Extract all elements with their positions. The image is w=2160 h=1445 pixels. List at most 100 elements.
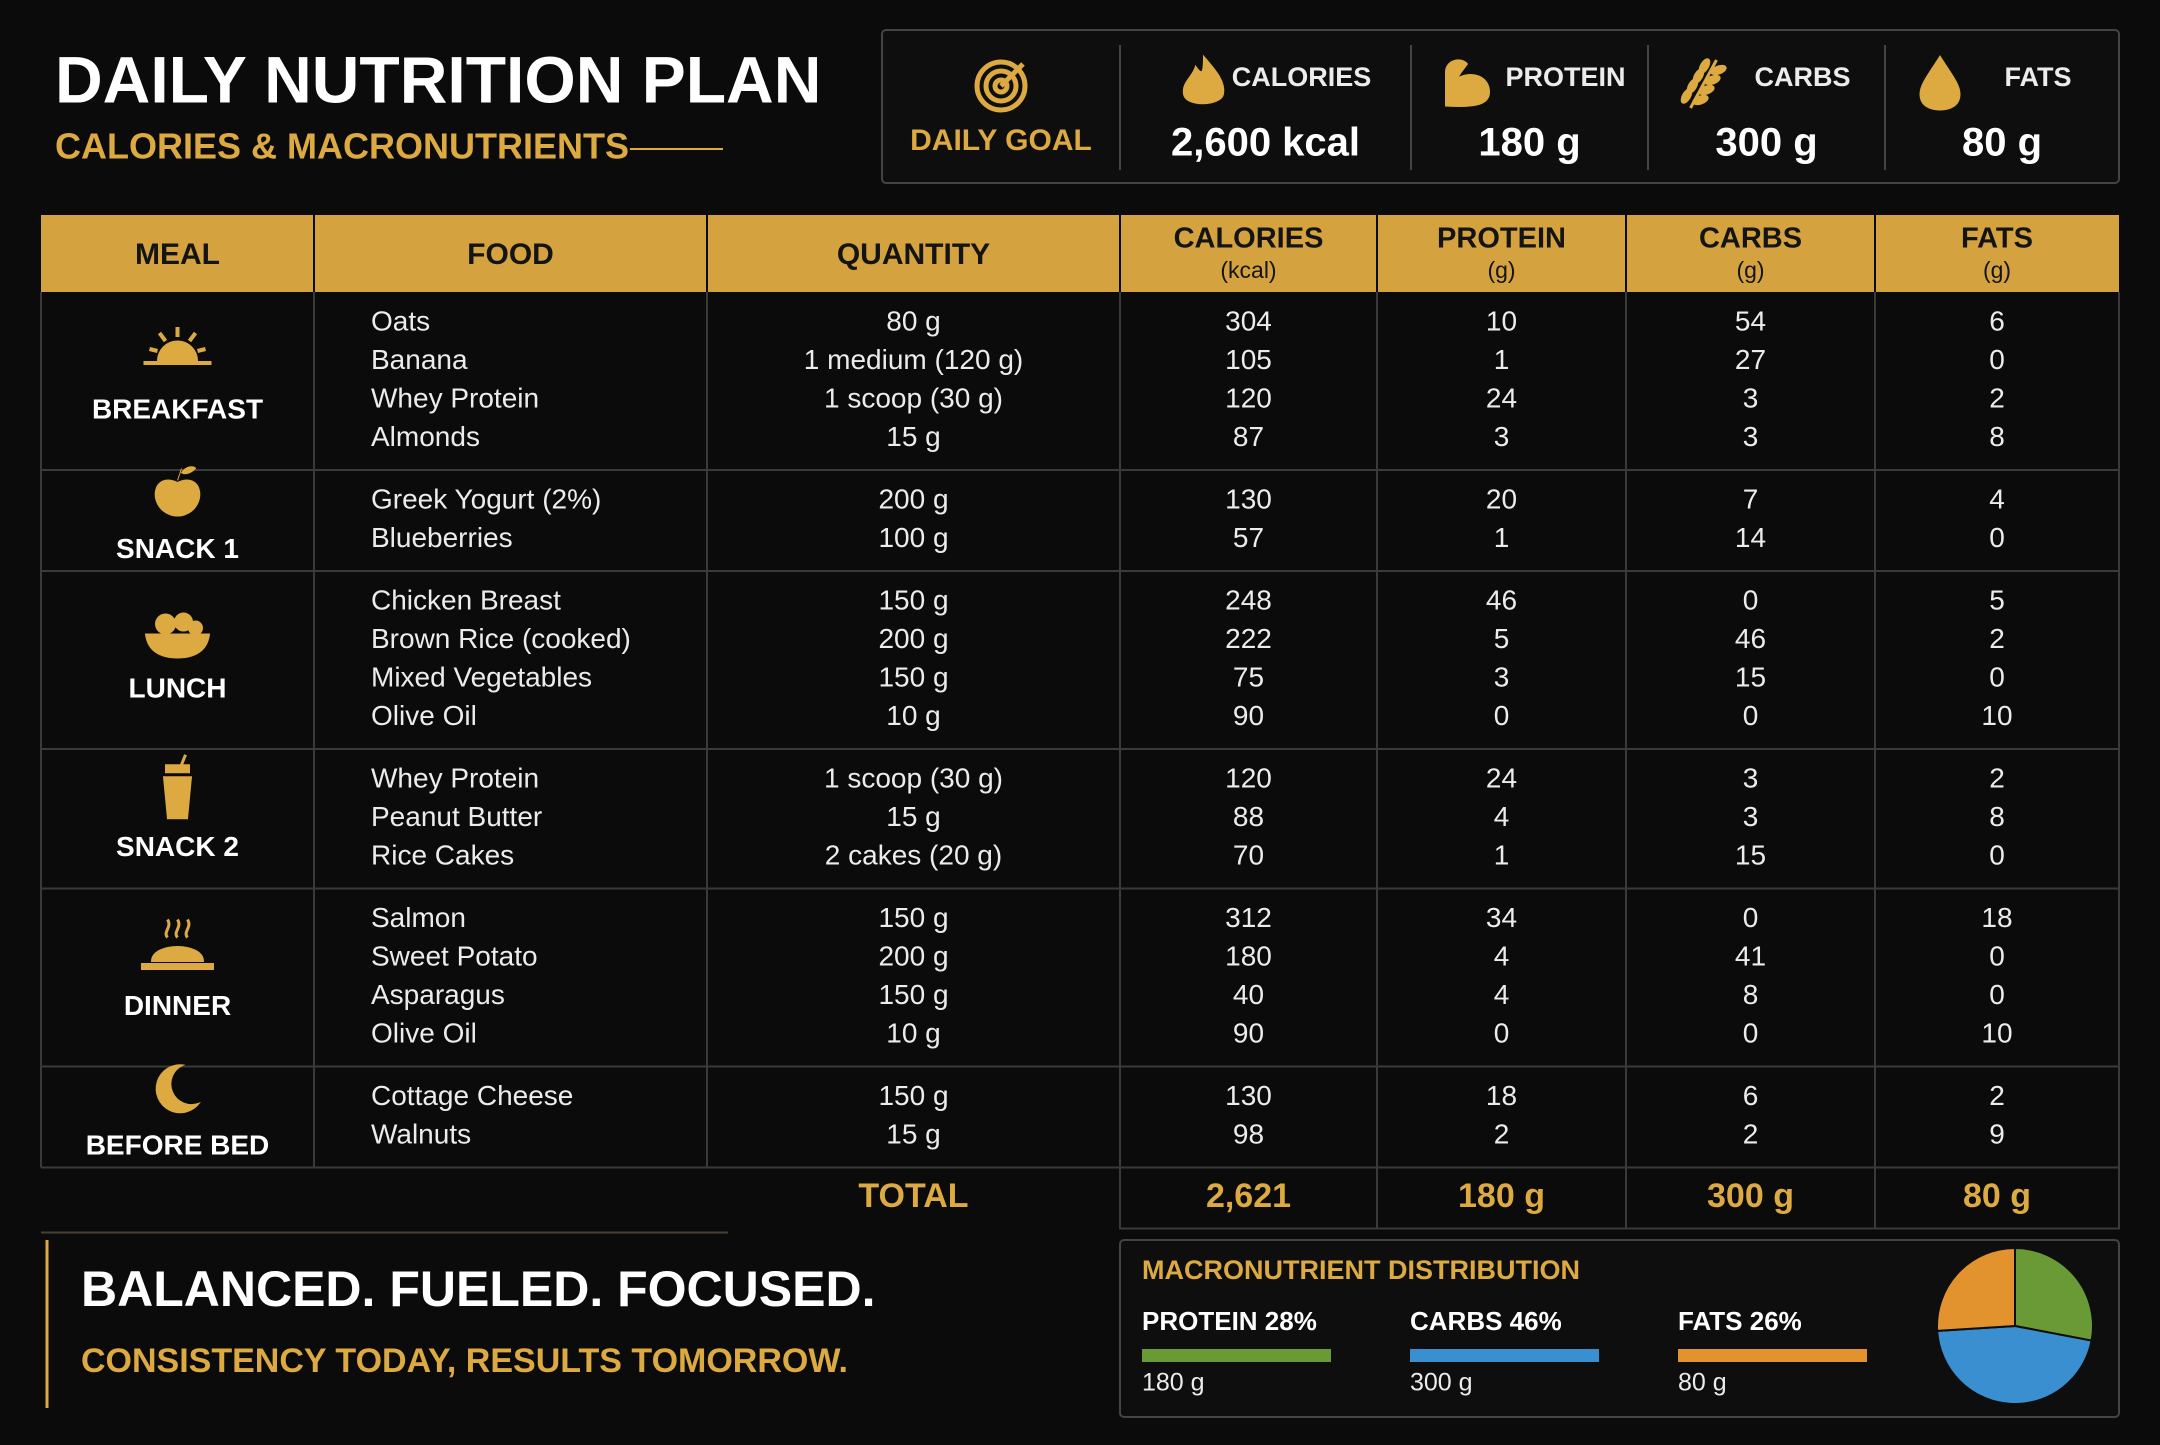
- quantity: 10 g: [886, 700, 941, 731]
- nutrient-value: 0: [1494, 700, 1510, 731]
- column-unit: (g): [1983, 257, 2011, 283]
- column-unit: (g): [1487, 257, 1515, 283]
- nutrient-value: 1: [1494, 344, 1510, 375]
- food-name: Banana: [371, 344, 468, 375]
- meal-name: SNACK 1: [116, 533, 239, 564]
- goal-item-value: 180 g: [1478, 121, 1580, 165]
- nutrient-value: 0: [1989, 522, 2005, 553]
- icon-shape: [1704, 74, 1721, 86]
- icon-shape: [150, 946, 205, 962]
- food-name: Greek Yogurt (2%): [371, 484, 601, 515]
- macro-bar: [1410, 1349, 1599, 1362]
- icon-shape: [156, 340, 199, 362]
- nutrient-value: 41: [1735, 941, 1766, 972]
- nutrient-value: 90: [1233, 1018, 1264, 1049]
- nutrient-value: 180: [1225, 941, 1272, 972]
- nutrient-value: 88: [1233, 801, 1264, 832]
- food-name: Olive Oil: [371, 1018, 477, 1049]
- nutrient-value: 54: [1735, 306, 1766, 337]
- icon: [1919, 55, 1961, 111]
- nutrient-value: 3: [1494, 421, 1510, 452]
- pie-slice: [1936, 1246, 2016, 1332]
- column-unit: (kcal): [1220, 257, 1276, 283]
- nutrient-value: 0: [1989, 941, 2005, 972]
- nutrient-value: 0: [1989, 344, 2005, 375]
- icon: [144, 612, 211, 659]
- food-name: Brown Rice (cooked): [371, 623, 631, 654]
- page-subtitle: CALORIES & MACRONUTRIENTS: [55, 126, 629, 167]
- subline: CONSISTENCY TODAY, RESULTS TOMORROW.: [81, 1342, 848, 1380]
- nutrient-value: 70: [1233, 840, 1264, 871]
- nutrient-value: 0: [1989, 662, 2005, 693]
- quantity: 150 g: [878, 979, 948, 1010]
- quantity: 10 g: [886, 1018, 941, 1049]
- column-unit: (g): [1736, 257, 1764, 283]
- goal-item-label: CARBS: [1754, 62, 1850, 92]
- nutrient-value: 34: [1486, 902, 1517, 933]
- icon-shape: [197, 347, 206, 353]
- quantity: 150 g: [878, 902, 948, 933]
- nutrient-value: 3: [1494, 662, 1510, 693]
- goal-item-value: 300 g: [1715, 121, 1817, 165]
- nutrient-value: 120: [1225, 383, 1272, 414]
- macro-label: CARBS 46%: [1410, 1306, 1562, 1336]
- icon-shape: [144, 633, 211, 659]
- quantity: 80 g: [886, 306, 941, 337]
- icon-shape: [184, 918, 191, 939]
- food-name: Asparagus: [371, 979, 505, 1010]
- icon-shape: [974, 59, 1028, 113]
- icon: [143, 327, 212, 365]
- nutrient-value: 10: [1981, 700, 2012, 731]
- nutrient-value: 1: [1494, 840, 1510, 871]
- quantity: 15 g: [886, 1119, 941, 1150]
- icon-shape: [162, 776, 193, 820]
- meal-name: SNACK 2: [116, 831, 239, 862]
- icon-shape: [1919, 55, 1961, 111]
- icon-shape: [187, 331, 198, 343]
- food-name: Mixed Vegetables: [371, 662, 592, 693]
- nutrient-value: 0: [1989, 979, 2005, 1010]
- nutrient-value: 0: [1743, 1018, 1759, 1049]
- icon-shape: [149, 347, 158, 353]
- food-name: Oats: [371, 306, 430, 337]
- quantity: 1 medium (120 g): [804, 344, 1023, 375]
- icon-shape: [177, 468, 182, 481]
- quantity: 200 g: [878, 484, 948, 515]
- food-name: Whey Protein: [371, 763, 539, 794]
- nutrient-value: 0: [1989, 840, 2005, 871]
- column-header: MEAL: [135, 238, 220, 271]
- nutrient-value: 57: [1233, 522, 1264, 553]
- icon-shape: [165, 764, 190, 774]
- nutrient-value: 0: [1494, 1018, 1510, 1049]
- icon-shape: [1182, 54, 1225, 105]
- quantity: 200 g: [878, 941, 948, 972]
- nutrient-value: 27: [1735, 344, 1766, 375]
- goal-item-label: CALORIES: [1232, 62, 1372, 92]
- nutrient-value: 87: [1233, 421, 1264, 452]
- food-name: Whey Protein: [371, 383, 539, 414]
- nutrient-value: 15: [1735, 840, 1766, 871]
- food-name: Blueberries: [371, 522, 513, 553]
- nutrient-value: 4: [1494, 979, 1510, 1010]
- column-header: FOOD: [467, 238, 554, 271]
- nutrient-value: 8: [1989, 801, 2005, 832]
- total-label: TOTAL: [858, 1177, 968, 1215]
- nutrient-value: 130: [1225, 1080, 1272, 1111]
- nutrient-value: 90: [1233, 700, 1264, 731]
- nutrient-value: 5: [1494, 623, 1510, 654]
- goal-item-label: PROTEIN: [1505, 62, 1625, 92]
- icon-shape: [1698, 58, 1711, 74]
- nutrient-value: 4: [1494, 801, 1510, 832]
- total-value: 2,621: [1206, 1177, 1291, 1215]
- food-name: Almonds: [371, 421, 480, 452]
- distribution-box: [1119, 1239, 2120, 1418]
- icon-shape: [180, 754, 187, 766]
- nutrient-value: 18: [1981, 902, 2012, 933]
- goal-item-label: FATS: [2005, 62, 2072, 92]
- icon-shape: [1698, 84, 1715, 96]
- nutrient-value: 98: [1233, 1119, 1264, 1150]
- quantity: 15 g: [886, 801, 941, 832]
- nutrient-value: 304: [1225, 306, 1272, 337]
- pie-slice: [2014, 1246, 2095, 1342]
